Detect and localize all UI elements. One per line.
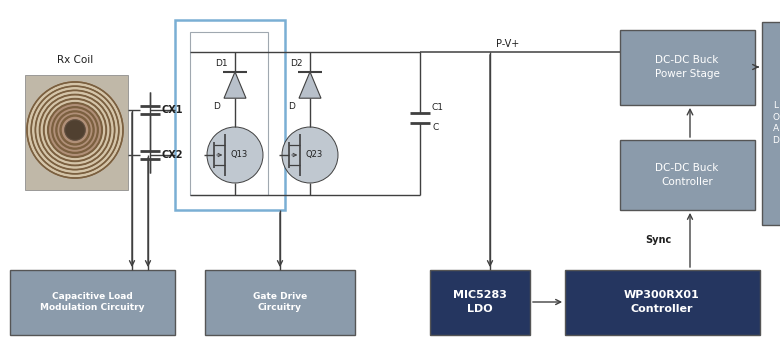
Text: WP300RX01
Controller: WP300RX01 Controller	[624, 290, 700, 314]
Circle shape	[48, 104, 101, 156]
Text: D2: D2	[289, 59, 303, 68]
Text: DC-DC Buck
Power Stage: DC-DC Buck Power Stage	[654, 55, 719, 79]
Circle shape	[43, 98, 107, 162]
Circle shape	[65, 120, 85, 140]
Circle shape	[59, 114, 90, 146]
Polygon shape	[299, 72, 321, 98]
FancyBboxPatch shape	[25, 75, 128, 190]
Text: Q23: Q23	[306, 150, 323, 160]
FancyBboxPatch shape	[205, 270, 355, 335]
Circle shape	[282, 127, 338, 183]
FancyBboxPatch shape	[565, 270, 760, 335]
Text: D1: D1	[215, 59, 227, 68]
FancyBboxPatch shape	[620, 30, 755, 105]
Circle shape	[65, 120, 85, 140]
Circle shape	[207, 127, 263, 183]
Text: Gate Drive
Circuitry: Gate Drive Circuitry	[253, 292, 307, 313]
Circle shape	[66, 121, 84, 139]
Circle shape	[54, 109, 96, 151]
Text: DC-DC Buck
Controller: DC-DC Buck Controller	[655, 163, 718, 187]
Circle shape	[27, 82, 123, 178]
Text: C1: C1	[432, 104, 444, 112]
Text: Rx Coil: Rx Coil	[57, 55, 93, 65]
Circle shape	[38, 93, 112, 167]
Polygon shape	[224, 72, 246, 98]
Circle shape	[48, 104, 101, 156]
Text: CX1: CX1	[161, 105, 183, 115]
Circle shape	[54, 109, 96, 151]
Text: Sync: Sync	[646, 235, 672, 245]
Circle shape	[27, 82, 123, 178]
Circle shape	[33, 88, 118, 173]
FancyBboxPatch shape	[430, 270, 530, 335]
Text: D: D	[214, 102, 221, 111]
Text: D: D	[289, 102, 296, 111]
FancyBboxPatch shape	[10, 270, 175, 335]
Text: C: C	[433, 124, 439, 133]
Text: L
O
A
D: L O A D	[772, 101, 779, 145]
Text: CX2: CX2	[161, 150, 183, 160]
Circle shape	[65, 120, 85, 140]
FancyBboxPatch shape	[620, 140, 755, 210]
Text: MIC5283
LDO: MIC5283 LDO	[453, 290, 507, 314]
Circle shape	[38, 93, 112, 167]
Circle shape	[43, 98, 107, 162]
Circle shape	[59, 114, 90, 146]
FancyBboxPatch shape	[762, 22, 780, 225]
Text: Q13: Q13	[231, 150, 248, 160]
Text: P-V+: P-V+	[496, 39, 519, 49]
Circle shape	[33, 88, 118, 173]
Text: Capacitive Load
Modulation Circuitry: Capacitive Load Modulation Circuitry	[40, 292, 144, 313]
